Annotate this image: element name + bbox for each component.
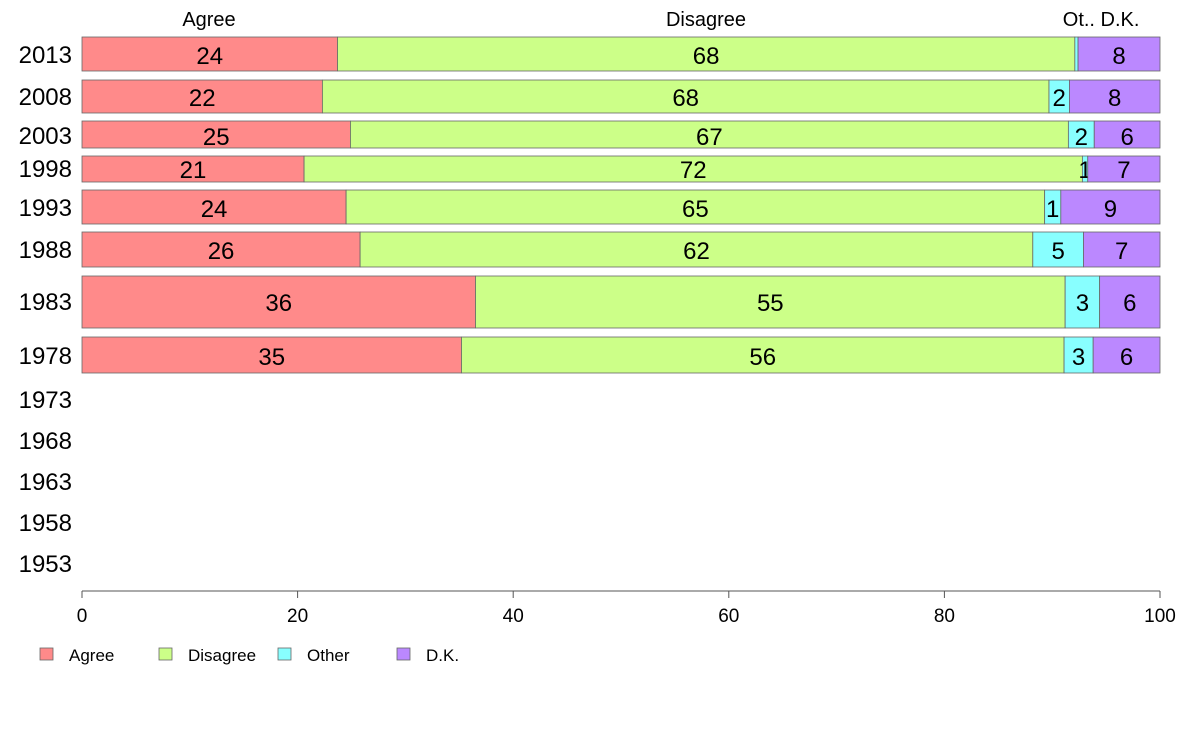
bar-segment-2003-dk — [1093, 120, 1161, 149]
bar-segment-1978-dk — [1092, 336, 1161, 374]
data-label-1993-agree: 24 — [201, 196, 228, 223]
data-label-2013-agree: 24 — [196, 43, 223, 70]
x-tick-label-60: 60 — [718, 606, 739, 627]
data-label-1988-other: 5 — [1051, 238, 1064, 265]
bar-segment-2013-disagree — [337, 36, 1076, 72]
bar-segment-2003-agree — [81, 120, 351, 149]
bar-segment-2013-other — [1074, 36, 1079, 72]
year-label-2003: 2003 — [19, 123, 72, 150]
x-tick-label-80: 80 — [934, 606, 955, 627]
bar-segment-2008-dk — [1069, 79, 1161, 114]
bar-segment-1983-other — [1064, 275, 1101, 329]
bar-segment-2008-disagree — [321, 79, 1050, 114]
bar-segment-2008-agree — [81, 79, 323, 114]
data-label-2003-disagree: 67 — [696, 124, 723, 151]
year-label-1998: 1998 — [19, 156, 72, 183]
bar-segment-1983-agree — [81, 275, 476, 329]
column-header-disagree: Disagree — [666, 9, 746, 31]
x-tick-label-40: 40 — [503, 606, 524, 627]
year-label-1968: 1968 — [19, 428, 72, 455]
data-label-1983-disagree: 55 — [757, 290, 784, 317]
data-label-1998-agree: 21 — [180, 157, 207, 184]
year-label-1978: 1978 — [19, 343, 72, 370]
year-label-1988: 1988 — [19, 237, 72, 264]
column-header-other: Ot.. — [1063, 9, 1095, 31]
bar-segment-1978-agree — [81, 336, 462, 374]
data-label-1983-dk: 6 — [1123, 290, 1136, 317]
legend-swatch-dk — [396, 647, 411, 661]
bar-segment-2003-other — [1067, 120, 1095, 149]
bar-segment-1978-other — [1063, 336, 1094, 374]
bar-segment-1993-disagree — [345, 189, 1046, 225]
year-label-2013: 2013 — [19, 42, 72, 69]
data-label-2013-dk: 8 — [1112, 43, 1125, 70]
data-label-1993-dk: 9 — [1104, 196, 1117, 223]
x-tick-label-0: 0 — [77, 606, 88, 627]
bar-segment-2013-agree — [81, 36, 338, 72]
bar-segment-1998-disagree — [303, 155, 1083, 183]
legend-label-dk: D.K. — [426, 646, 459, 665]
data-label-1978-disagree: 56 — [749, 344, 776, 371]
bar-segment-1998-agree — [81, 155, 305, 183]
column-header-dk: D.K. — [1101, 9, 1140, 31]
data-label-2008-dk: 8 — [1108, 85, 1121, 112]
data-label-1993-other: 1 — [1046, 196, 1059, 223]
bar-segment-1988-disagree — [359, 231, 1034, 268]
column-header-agree: Agree — [182, 9, 235, 31]
bar-segment-1998-dk — [1087, 155, 1161, 183]
data-label-1978-other: 3 — [1072, 344, 1085, 371]
data-label-1988-dk: 7 — [1115, 238, 1128, 265]
bar-segment-1993-agree — [81, 189, 347, 225]
bar-segment-2003-disagree — [350, 120, 1069, 149]
year-label-1973: 1973 — [19, 387, 72, 414]
data-label-1978-agree: 35 — [258, 344, 285, 371]
year-label-2008: 2008 — [19, 84, 72, 111]
x-tick-label-20: 20 — [287, 606, 308, 627]
bar-segment-1988-agree — [81, 231, 361, 268]
data-label-1998-disagree: 72 — [680, 157, 707, 184]
year-label-1963: 1963 — [19, 469, 72, 496]
legend-swatch-agree — [39, 647, 54, 661]
data-label-1983-other: 3 — [1076, 290, 1089, 317]
x-tick-label-100: 100 — [1144, 606, 1176, 627]
legend-swatch-disagree — [158, 647, 173, 661]
bar-segment-1983-disagree — [475, 275, 1066, 329]
legend-label-other: Other — [307, 646, 350, 665]
data-label-2003-dk: 6 — [1120, 124, 1133, 151]
data-label-1988-agree: 26 — [208, 238, 235, 265]
data-label-1978-dk: 6 — [1120, 344, 1133, 371]
data-label-1988-disagree: 62 — [683, 238, 710, 265]
legend-label-disagree: Disagree — [188, 646, 256, 665]
data-label-2008-agree: 22 — [189, 85, 216, 112]
year-label-1953: 1953 — [19, 551, 72, 578]
data-label-2003-other: 2 — [1075, 124, 1088, 151]
data-label-2008-other: 2 — [1053, 85, 1066, 112]
legend-swatch-other — [277, 647, 292, 661]
data-label-1993-disagree: 65 — [682, 196, 709, 223]
bar-segment-1983-dk — [1099, 275, 1161, 329]
data-label-2013-disagree: 68 — [693, 43, 720, 70]
bar-segment-1978-disagree — [461, 336, 1065, 374]
data-label-1998-dk: 7 — [1117, 157, 1130, 184]
bar-segment-1993-dk — [1060, 189, 1161, 225]
bar-segment-1988-dk — [1083, 231, 1161, 268]
data-label-1983-agree: 36 — [265, 290, 292, 317]
data-label-2008-disagree: 68 — [672, 85, 699, 112]
year-label-1958: 1958 — [19, 510, 72, 537]
data-label-2003-agree: 25 — [203, 124, 230, 151]
legend-label-agree: Agree — [69, 646, 114, 665]
year-label-1993: 1993 — [19, 195, 72, 222]
year-label-1983: 1983 — [19, 289, 72, 316]
bar-segment-1988-other — [1032, 231, 1084, 268]
bar-segment-2013-dk — [1077, 36, 1161, 72]
